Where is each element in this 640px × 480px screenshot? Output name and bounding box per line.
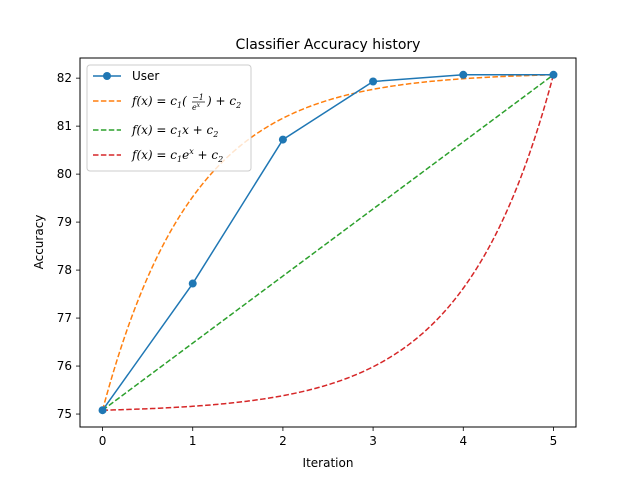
series-line-exp [102,74,555,411]
y-axis-label: Accuracy [32,215,46,270]
y-axis: 75 76 77 78 79 80 81 82 [57,71,80,421]
legend-label-neg-exp-fit-tail: ) + c2 [206,94,241,110]
y-tick-label: 81 [57,119,72,133]
legend: User f(x) = c1( −1 ex ) + c2 f(x) = c1x … [86,64,252,172]
legend-entry-user: User [93,69,159,83]
data-point-user [369,77,378,86]
data-point-user [459,70,468,79]
y-tick-label: 80 [57,167,72,181]
legend-frac-num: −1 [192,93,204,102]
legend-entry-linear-fit: f(x) = c1x + c2 [93,123,218,139]
series-line-neg_exp [101,74,554,411]
legend-label-linear-fit: f(x) = c1x + c2 [131,123,218,139]
chart-title: Classifier Accuracy history [236,37,421,53]
y-tick-label: 82 [57,71,72,85]
x-tick-label: 0 [99,434,107,448]
data-point-user [188,279,197,288]
y-tick-label: 75 [57,407,72,421]
data-point-user [278,135,287,144]
data-point-user [549,70,558,79]
y-tick-label: 76 [57,359,72,373]
legend-box [86,64,252,172]
x-tick-label: 1 [189,434,197,448]
plot-area [98,70,558,415]
legend-label-neg-exp-fit: f(x) = c1( [131,94,187,110]
series-line-user [101,74,554,411]
legend-entry-exp-fit: f(x) = c1ex + c2 [93,147,223,164]
y-tick-label: 79 [57,215,72,229]
legend-frac-den: ex [192,102,201,112]
x-tick-label: 5 [550,434,558,448]
legend-label-user: User [132,69,159,83]
x-tick-label: 2 [279,434,287,448]
y-tick-label: 77 [57,311,72,325]
data-point-user [98,406,107,415]
series-line-linear [102,74,554,411]
x-axis-label: Iteration [303,456,354,470]
x-axis: 0 1 2 3 4 5 [99,427,558,448]
axes-frame [79,57,577,428]
y-tick-label: 78 [57,263,72,277]
legend-marker-user [103,72,111,80]
x-tick-label: 3 [369,434,377,448]
legend-entry-neg-exp-fit: f(x) = c1( −1 ex ) + c2 [93,93,241,112]
legend-label-exp-fit: f(x) = c1ex + c2 [131,147,223,164]
x-tick-label: 4 [459,434,467,448]
